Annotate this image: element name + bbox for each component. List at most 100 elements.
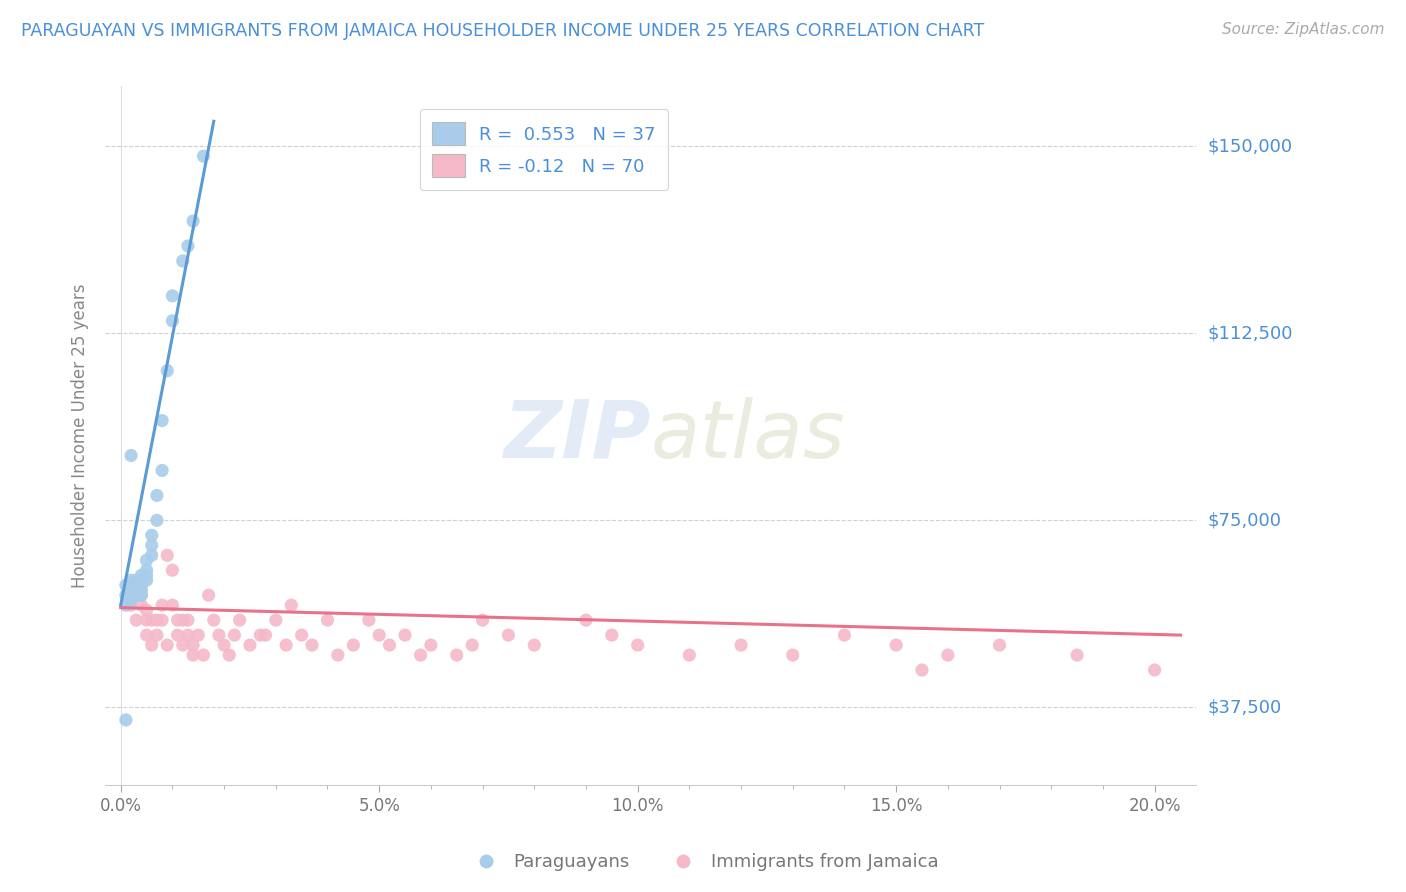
Text: ZIP: ZIP	[503, 397, 651, 475]
Y-axis label: Householder Income Under 25 years: Householder Income Under 25 years	[72, 284, 89, 588]
Point	[446, 648, 468, 662]
Point	[135, 613, 157, 627]
Point	[166, 613, 188, 627]
Point	[177, 628, 200, 642]
Point	[156, 638, 179, 652]
Point	[181, 638, 204, 652]
Point	[600, 628, 623, 642]
Text: PARAGUAYAN VS IMMIGRANTS FROM JAMAICA HOUSEHOLDER INCOME UNDER 25 YEARS CORRELAT: PARAGUAYAN VS IMMIGRANTS FROM JAMAICA HO…	[21, 22, 984, 40]
Point	[141, 538, 163, 552]
Point	[419, 638, 441, 652]
Point	[357, 613, 380, 627]
Point	[135, 628, 157, 642]
Point	[146, 613, 169, 627]
Point	[150, 463, 173, 477]
Point	[141, 613, 163, 627]
Point	[131, 598, 153, 612]
Point	[394, 628, 416, 642]
Point	[162, 289, 184, 303]
Point	[135, 568, 157, 582]
Point	[193, 149, 215, 163]
Text: $150,000: $150,000	[1208, 137, 1292, 155]
Point	[146, 513, 169, 527]
Point	[150, 613, 173, 627]
Point	[115, 713, 138, 727]
Point	[131, 583, 153, 598]
Point	[301, 638, 323, 652]
Text: $112,500: $112,500	[1208, 325, 1292, 343]
Point	[172, 254, 194, 268]
Point	[239, 638, 262, 652]
Point	[202, 613, 225, 627]
Point	[162, 598, 184, 612]
Legend: Paraguayans, Immigrants from Jamaica: Paraguayans, Immigrants from Jamaica	[461, 847, 945, 879]
Point	[125, 583, 148, 598]
Point	[120, 593, 142, 607]
Point	[115, 588, 138, 602]
Point	[208, 628, 231, 642]
Point	[936, 648, 959, 662]
Point	[125, 583, 148, 598]
Point	[988, 638, 1011, 652]
Point	[291, 628, 314, 642]
Point	[166, 628, 188, 642]
Point	[172, 638, 194, 652]
Point	[150, 598, 173, 612]
Point	[782, 648, 804, 662]
Point	[135, 553, 157, 567]
Point	[187, 628, 209, 642]
Point	[131, 578, 153, 592]
Point	[1066, 648, 1088, 662]
Point	[125, 613, 148, 627]
Point	[834, 628, 856, 642]
Point	[212, 638, 235, 652]
Point	[172, 613, 194, 627]
Point	[141, 528, 163, 542]
Text: $37,500: $37,500	[1208, 698, 1281, 716]
Point	[120, 583, 142, 598]
Point	[471, 613, 494, 627]
Point	[228, 613, 250, 627]
Point	[368, 628, 391, 642]
Point	[523, 638, 546, 652]
Point	[911, 663, 934, 677]
Point	[120, 573, 142, 587]
Point	[177, 613, 200, 627]
Point	[197, 588, 219, 602]
Point	[249, 628, 271, 642]
Point	[120, 578, 142, 592]
Point	[276, 638, 298, 652]
Point	[135, 573, 157, 587]
Point	[627, 638, 650, 652]
Point	[135, 603, 157, 617]
Point	[678, 648, 700, 662]
Point	[135, 563, 157, 577]
Point	[131, 568, 153, 582]
Point	[146, 488, 169, 502]
Point	[115, 578, 138, 592]
Point	[177, 239, 200, 253]
Point	[141, 549, 163, 563]
Text: $75,000: $75,000	[1208, 511, 1281, 529]
Legend: R =  0.553   N = 37, R = -0.12   N = 70: R = 0.553 N = 37, R = -0.12 N = 70	[419, 110, 668, 190]
Point	[146, 628, 169, 642]
Text: Source: ZipAtlas.com: Source: ZipAtlas.com	[1222, 22, 1385, 37]
Point	[280, 598, 302, 612]
Point	[193, 648, 215, 662]
Point	[125, 578, 148, 592]
Point	[120, 588, 142, 602]
Point	[575, 613, 598, 627]
Point	[181, 214, 204, 228]
Point	[730, 638, 752, 652]
Text: atlas: atlas	[651, 397, 845, 475]
Point	[326, 648, 349, 662]
Point	[131, 588, 153, 602]
Point	[264, 613, 287, 627]
Point	[254, 628, 277, 642]
Point	[150, 414, 173, 428]
Point	[125, 573, 148, 587]
Point	[162, 314, 184, 328]
Point	[120, 449, 142, 463]
Point	[1143, 663, 1166, 677]
Point	[131, 588, 153, 602]
